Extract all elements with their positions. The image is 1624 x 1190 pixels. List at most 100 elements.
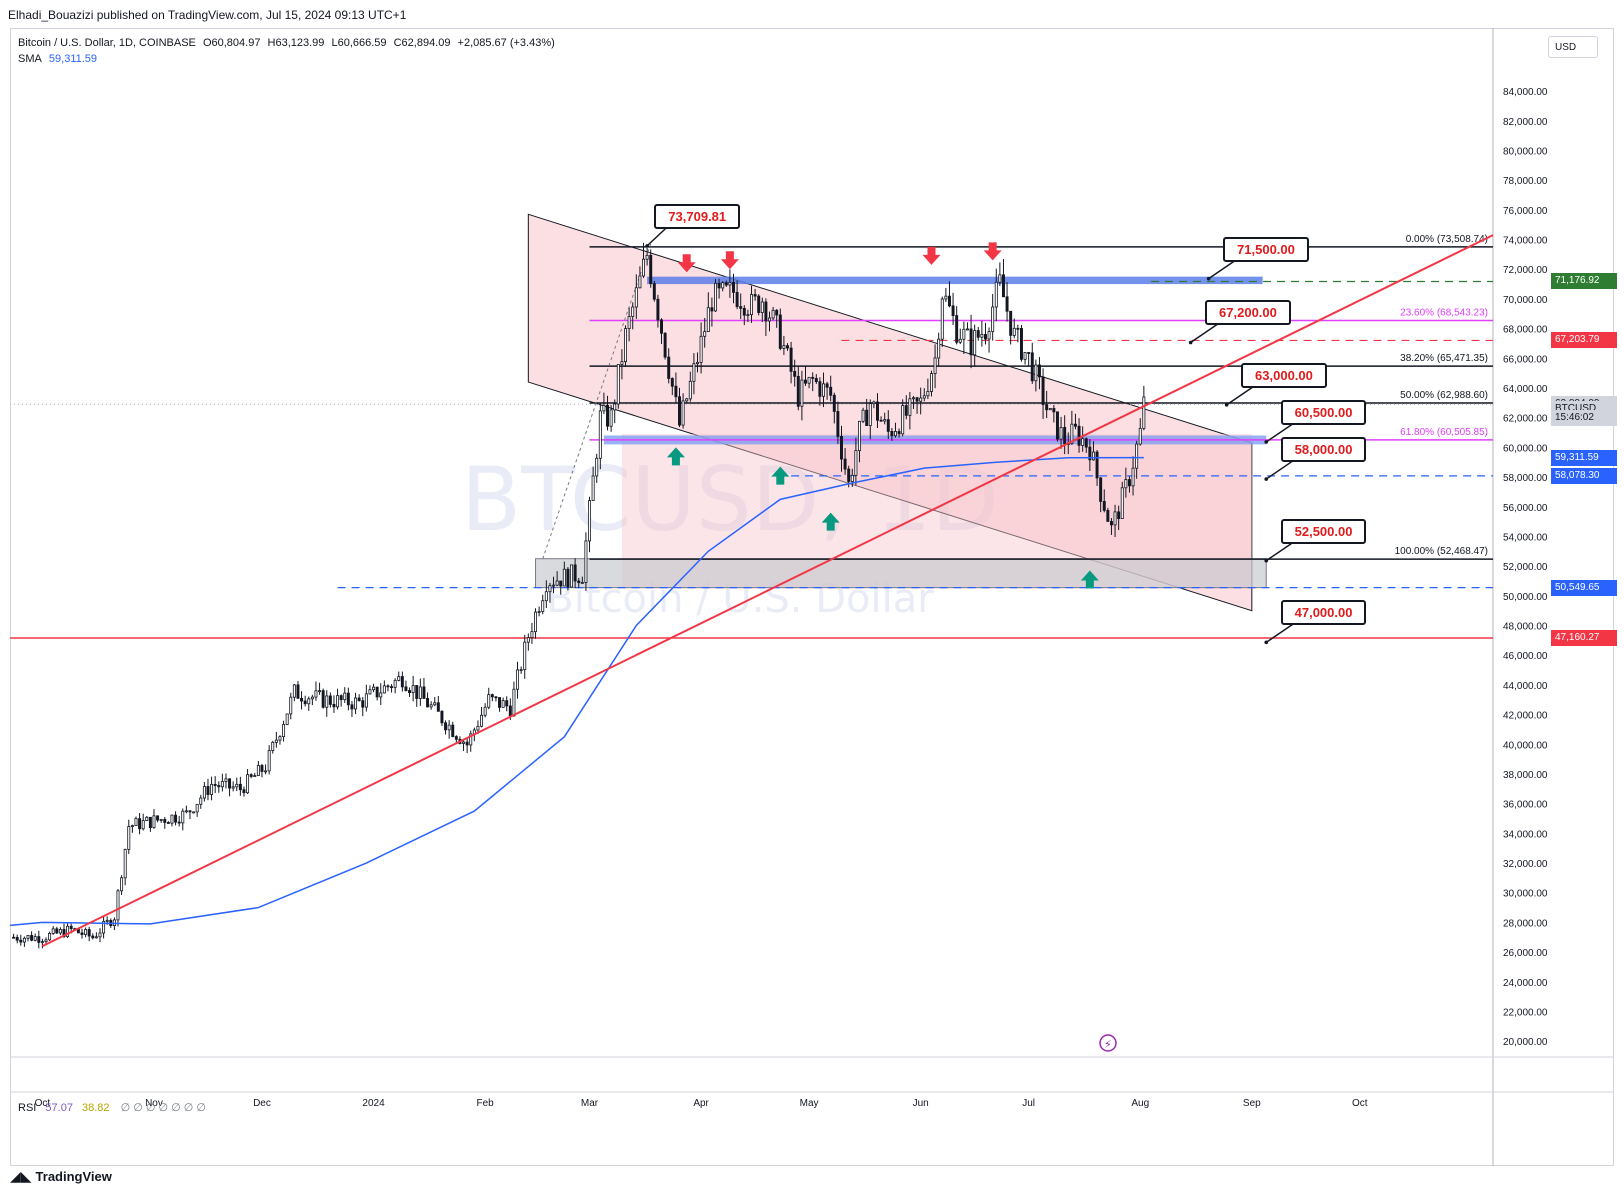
candle-body [947,295,951,307]
candle-body [436,702,440,712]
tradingview-logo[interactable]: ◢◣ TradingView [10,1168,112,1185]
candle-body [260,765,264,772]
fib-level-label: 0.00% (73,508.74) [1406,234,1488,245]
rsi-value-2: 38.82 [82,1102,110,1114]
x-tick-label: Aug [1131,1098,1149,1109]
candle-body [148,816,152,829]
rsi-label[interactable]: RSI [18,1102,37,1114]
candle-body [627,316,631,329]
candle-body [152,815,156,829]
candle-body [300,697,304,702]
candle-body [480,714,484,727]
candle-body [786,345,789,349]
sma-label[interactable]: SMA [18,53,42,65]
candle-body [87,929,91,937]
price-callout[interactable]: 47,000.00 [1280,600,1367,626]
price-callout[interactable]: 63,000.00 [1241,362,1327,388]
candle-body [696,361,699,365]
candle-body [51,928,55,934]
candle-body [494,696,498,699]
candle-body [476,725,480,731]
candle-body [462,741,466,744]
price-callout[interactable]: 52,500.00 [1280,518,1367,544]
candle-body [505,700,509,707]
y-tick-label: 50,000.00 [1503,592,1548,603]
candle-body [649,254,653,285]
candle-body [498,697,502,708]
down-arrow-icon [983,242,1002,261]
fib-level-label: 38.20% (65,471.35) [1400,353,1488,364]
candle-body [325,695,329,708]
candle-body [991,306,995,332]
y-tick-label: 44,000.00 [1503,681,1548,692]
candle-body [296,684,300,699]
candle-body [159,819,163,821]
candle-body [516,669,520,690]
candle-body [98,932,102,938]
candle-body [181,810,185,824]
candle-body [440,710,444,724]
candle-body [660,319,663,334]
candle-body [174,814,178,823]
candle-body [138,818,142,830]
candle-body [426,698,430,708]
currency-selector[interactable]: USD [1548,36,1598,58]
y-tick-label: 62,000.00 [1503,414,1548,425]
x-tick-label: Mar [581,1098,599,1109]
candle-body [285,713,289,725]
candle-body [526,637,530,643]
candle-body [818,381,822,397]
tv-logo-icon: ◢◣ [10,1168,32,1184]
candle-body [1091,451,1095,461]
candle-body [1041,376,1045,405]
candle-body [944,295,948,300]
price-axis-tag: 15:46:02 [1551,409,1617,426]
candle-body [206,786,210,795]
candle-body [123,848,127,879]
y-tick-label: 20,000.00 [1503,1037,1548,1048]
candle-body [566,568,570,588]
candle-body [1088,446,1092,461]
price-callout[interactable]: 58,000.00 [1280,437,1367,463]
candle-body [415,685,419,699]
symbol-title[interactable]: Bitcoin / U.S. Dollar, 1D, COINBASE [18,37,196,49]
candle-body [292,684,296,698]
candle-body [321,690,325,708]
candle-body [69,925,73,930]
candle-body [289,696,293,715]
candle-body [184,810,188,813]
price-callout[interactable]: 60,500.00 [1280,399,1367,425]
candle-body [706,307,710,333]
y-tick-label: 26,000.00 [1503,948,1548,959]
candle-body [1070,423,1074,445]
candle-body [199,797,203,805]
candle-body [127,826,131,850]
candle-body [598,410,602,459]
candle-body [634,287,638,308]
price-callout[interactable]: 73,709.81 [654,203,741,229]
price-callout[interactable]: 67,200.00 [1205,300,1291,326]
price-callout[interactable]: 71,500.00 [1223,236,1309,262]
candle-body [375,686,379,698]
candle-body [397,676,401,681]
candle-body [929,373,933,392]
candle-body [904,405,908,416]
candle-body [965,328,969,331]
candle-body [1099,477,1103,502]
candle-body [922,395,926,399]
x-tick-label: Sep [1243,1098,1261,1109]
x-tick-label: Jun [913,1098,929,1109]
candle-body [1120,487,1124,519]
candle-body [336,695,340,708]
candle-body [487,694,491,708]
publisher-bar: Elhadi_Bouazizi published on TradingView… [0,0,1624,28]
candle-body [37,936,41,943]
candle-body [357,697,361,702]
candle-body [1084,438,1088,448]
x-tick-label: Nov [145,1098,163,1109]
candle-body [40,941,44,943]
candle-body [447,724,451,731]
candle-body [548,585,552,593]
candle-body [670,378,674,387]
